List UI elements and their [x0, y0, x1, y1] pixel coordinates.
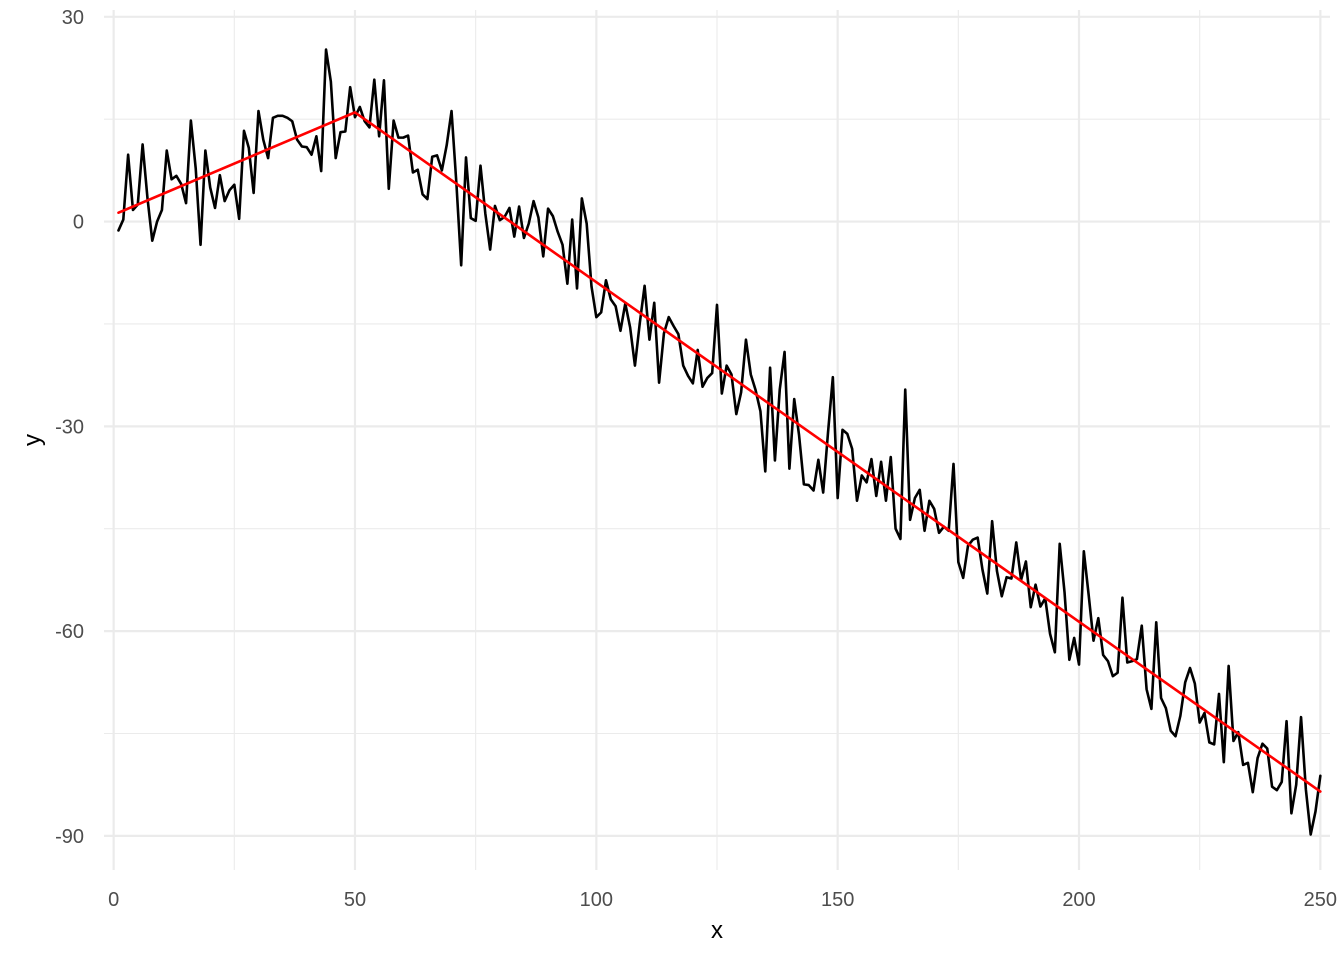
y-tick-label: -60 [55, 621, 84, 643]
x-tick-label: 0 [108, 889, 119, 911]
x-tick-label: 150 [821, 889, 854, 911]
y-tick-labels: 30 0 -30 -60 -90 [55, 7, 84, 848]
y-tick-label: 0 [73, 212, 84, 234]
x-tick-labels: 0 50 100 150 200 250 [108, 889, 1337, 911]
x-tick-label: 200 [1062, 889, 1095, 911]
x-tick-label: 100 [580, 889, 613, 911]
y-tick-label: 30 [62, 7, 84, 29]
x-axis-title: x [711, 917, 723, 944]
series-layer [117, 48, 1322, 836]
x-tick-label: 50 [344, 889, 366, 911]
y-axis-title: y [19, 434, 46, 446]
data-series-line [117, 48, 1322, 836]
x-tick-label: 250 [1304, 889, 1337, 911]
y-tick-label: -30 [55, 416, 84, 438]
y-tick-label: -90 [55, 826, 84, 848]
grid [104, 10, 1330, 870]
fitted-trend-line [117, 111, 1322, 793]
